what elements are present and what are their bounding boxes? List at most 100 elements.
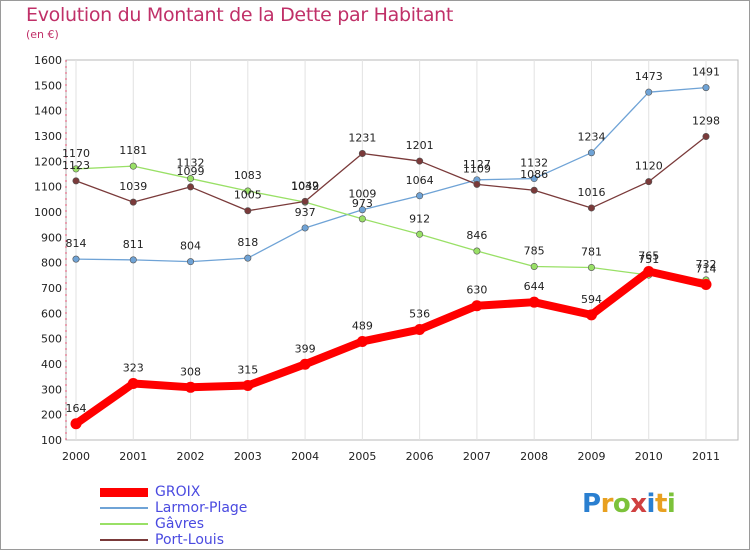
data-point-Port-Louis-2004 — [301, 197, 309, 205]
data-point-GROIX-2007 — [471, 300, 483, 312]
y-tick-label-400: 400 — [41, 358, 62, 371]
logo-letter: i — [646, 489, 656, 519]
y-tick-label-1200: 1200 — [34, 155, 62, 168]
x-tick-label-2004: 2004 — [291, 450, 319, 463]
x-tick-label-2001: 2001 — [119, 450, 147, 463]
y-tick-label-500: 500 — [41, 333, 62, 346]
logo-letter: i — [666, 489, 676, 519]
data-point-Larmor-Plage-2001 — [129, 256, 137, 264]
data-point-Gâvres-2005 — [358, 215, 366, 223]
data-point-Gâvres-2001 — [129, 162, 137, 170]
data-point-Larmor-Plage-2000 — [72, 255, 80, 263]
series-line-Gâvres — [75, 165, 707, 281]
series-line-GROIX — [72, 267, 710, 428]
logo-letter: t — [654, 489, 667, 519]
data-label-GROIX-2008: 644 — [524, 280, 545, 293]
data-label-GROIX-2005: 489 — [352, 319, 373, 332]
data-point-Port-Louis-2006 — [416, 157, 424, 165]
x-tick-label-2010: 2010 — [635, 450, 663, 463]
data-label-Larmor-Plage-2000: 814 — [66, 237, 87, 250]
legend-swatch-Larmor-Plage — [100, 507, 148, 509]
y-tick-label-1400: 1400 — [34, 105, 62, 118]
x-tick-label-2011: 2011 — [692, 450, 720, 463]
data-point-Gâvres-2003 — [244, 187, 252, 195]
data-label-Port-Louis-2005: 1231 — [348, 131, 376, 144]
logo-letter: P — [582, 489, 601, 519]
data-point-Port-Louis-2007 — [473, 180, 481, 188]
x-tick-label-2008: 2008 — [520, 450, 548, 463]
data-label-Gâvres-2007: 846 — [466, 229, 487, 242]
chart-title: Evolution du Montant de la Dette par Hab… — [26, 4, 454, 26]
data-point-Port-Louis-2001 — [129, 198, 137, 206]
data-label-Gâvres-2005: 973 — [352, 197, 373, 210]
x-tick-label-2002: 2002 — [177, 450, 205, 463]
x-tick-label-2005: 2005 — [348, 450, 376, 463]
series-line-Larmor-Plage — [75, 86, 707, 263]
legend-label-Port-Louis: Port-Louis — [155, 532, 224, 548]
data-label-Gâvres-2003: 1083 — [234, 169, 262, 182]
data-point-Gâvres-2006 — [416, 230, 424, 238]
data-label-GROIX-2010: 765 — [638, 250, 659, 263]
data-point-Port-Louis-2005 — [358, 149, 366, 157]
y-tick-label-600: 600 — [41, 307, 62, 320]
proxiti-logo: Proxiti — [582, 489, 676, 519]
logo-letter: x — [630, 489, 647, 519]
data-point-Port-Louis-2010 — [645, 178, 653, 186]
data-label-Larmor-Plage-2002: 804 — [180, 240, 201, 253]
logo-letter: r — [600, 489, 614, 519]
data-point-Larmor-Plage-2008 — [530, 175, 538, 183]
data-point-Gâvres-2008 — [530, 262, 538, 270]
data-point-GROIX-2002 — [185, 381, 197, 393]
x-tick-label-2006: 2006 — [406, 450, 434, 463]
logo-letter: o — [612, 489, 631, 519]
y-tick-label-700: 700 — [41, 282, 62, 295]
data-label-Larmor-Plage-2007: 1127 — [463, 158, 491, 171]
y-tick-label-200: 200 — [41, 409, 62, 422]
data-label-Larmor-Plage-2008: 1132 — [520, 157, 548, 170]
y-tick-label-1300: 1300 — [34, 130, 62, 143]
data-point-GROIX-2005 — [356, 335, 368, 347]
data-label-Larmor-Plage-2003: 818 — [237, 236, 258, 249]
x-tick-label-2003: 2003 — [234, 450, 262, 463]
data-point-Port-Louis-2003 — [244, 207, 252, 215]
data-point-Larmor-Plage-2006 — [416, 192, 424, 200]
data-point-Port-Louis-2000 — [72, 177, 80, 185]
data-label-Gâvres-2001: 1181 — [119, 144, 147, 157]
legend-label-Gâvres: Gâvres — [155, 516, 205, 532]
data-label-Larmor-Plage-2005: 1009 — [348, 188, 376, 201]
data-label-Port-Louis-2006: 1201 — [406, 139, 434, 152]
data-label-Gâvres-2002: 1132 — [177, 157, 205, 170]
series-line-Port-Louis — [75, 135, 707, 212]
legend-label-Larmor-Plage: Larmor-Plage — [155, 500, 248, 516]
data-label-GROIX-2001: 323 — [123, 362, 144, 375]
data-point-Port-Louis-2002 — [187, 183, 195, 191]
y-tick-label-1500: 1500 — [34, 79, 62, 92]
data-label-Gâvres-2010: 751 — [638, 253, 659, 266]
data-point-GROIX-2001 — [127, 378, 139, 390]
data-label-Gâvres-2009: 781 — [581, 245, 602, 258]
data-label-Larmor-Plage-2011: 1491 — [692, 66, 720, 79]
y-tick-label-1000: 1000 — [34, 206, 62, 219]
data-label-GROIX-2006: 536 — [409, 308, 430, 321]
data-point-Gâvres-2002 — [187, 175, 195, 183]
data-label-Port-Louis-2000: 1123 — [62, 159, 90, 172]
data-point-Gâvres-2009 — [587, 263, 595, 271]
data-label-GROIX-2007: 630 — [466, 284, 487, 297]
data-label-Port-Louis-2009: 1016 — [577, 186, 605, 199]
data-point-Port-Louis-2011 — [702, 133, 710, 141]
data-label-Gâvres-2008: 785 — [524, 244, 545, 257]
y-tick-label-100: 100 — [41, 434, 62, 447]
data-point-GROIX-2004 — [299, 358, 311, 370]
data-label-Port-Louis-2003: 1005 — [234, 189, 262, 202]
data-label-GROIX-2003: 315 — [237, 364, 258, 377]
data-point-GROIX-2009 — [585, 309, 597, 321]
data-label-Port-Louis-2008: 1086 — [520, 168, 548, 181]
data-point-GROIX-2008 — [528, 296, 540, 308]
data-point-GROIX-2000 — [70, 418, 82, 430]
data-label-Gâvres-2011: 732 — [696, 258, 717, 271]
data-label-GROIX-2000: 164 — [66, 402, 87, 415]
data-label-Larmor-Plage-2010: 1473 — [635, 70, 663, 83]
data-label-GROIX-2004: 399 — [295, 342, 316, 355]
data-label-Port-Louis-2011: 1298 — [692, 115, 720, 128]
